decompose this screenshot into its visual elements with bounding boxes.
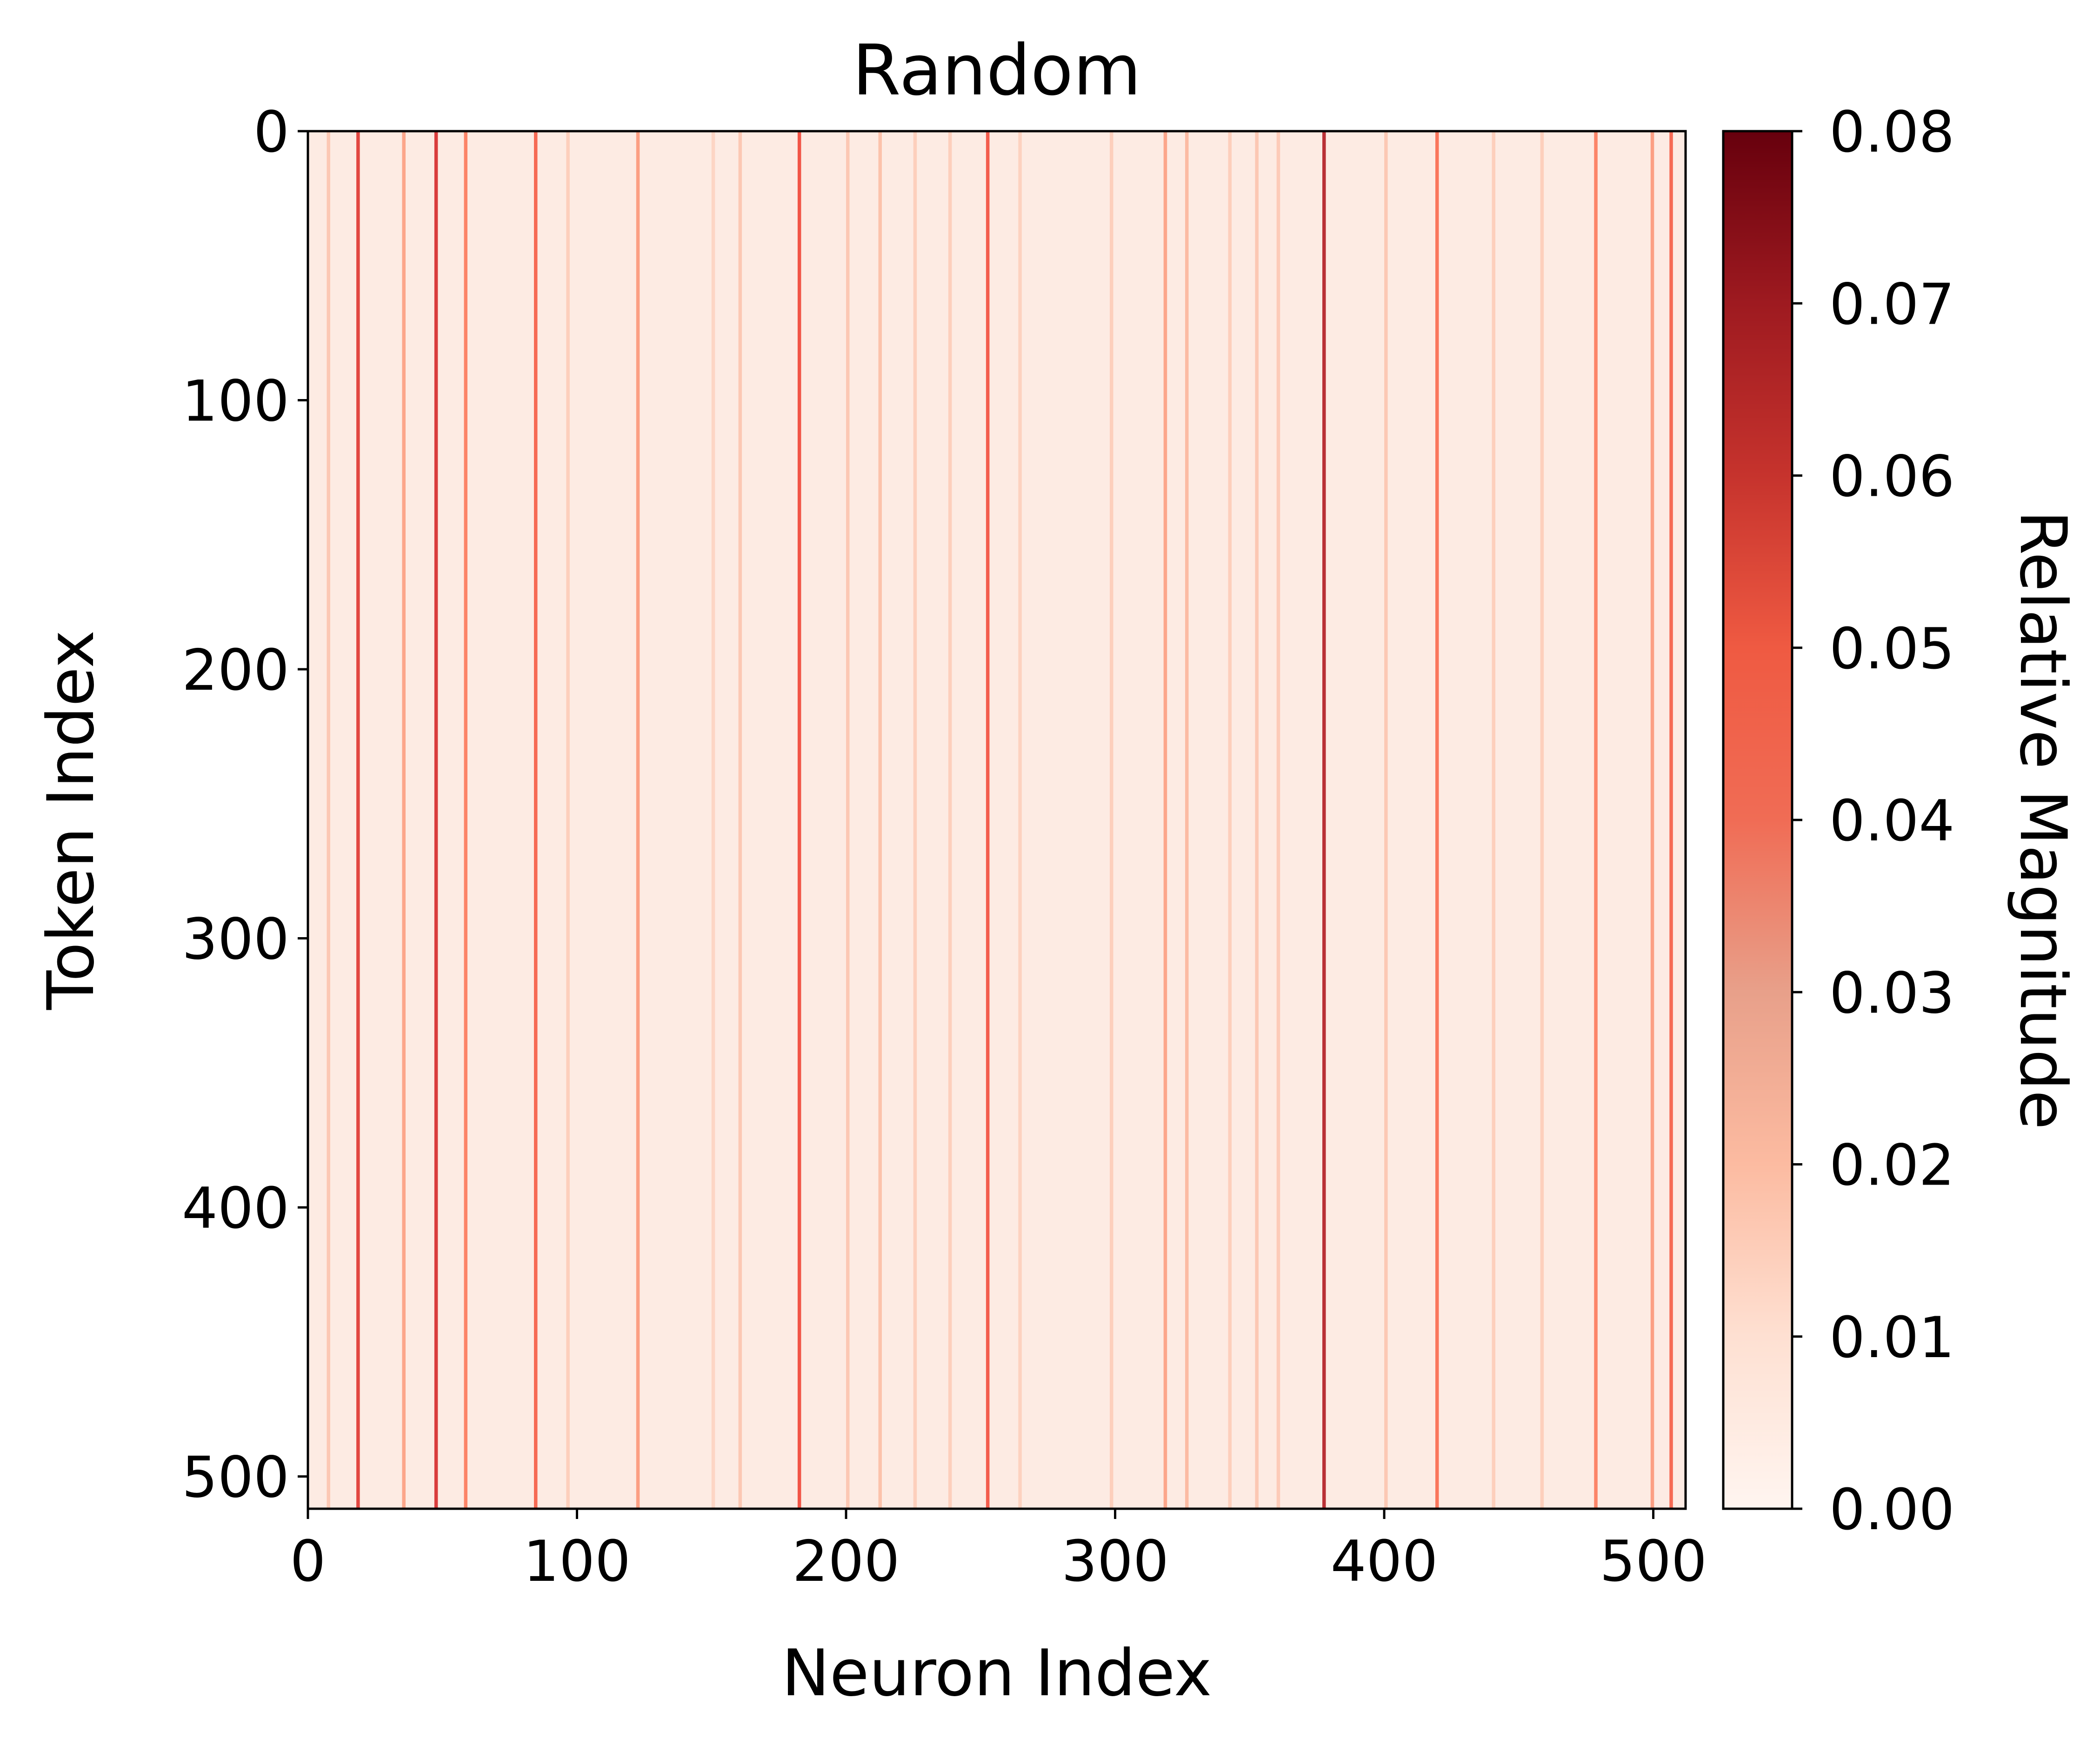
plot-frame (307, 130, 1687, 1510)
heatmap-column-stripe (1540, 131, 1544, 1509)
y-tick-label: 500 (182, 1445, 289, 1511)
heatmap-column-stripe (1276, 131, 1280, 1509)
heatmap-column-stripe (1435, 131, 1439, 1509)
heatmap-column-stripe (1322, 131, 1326, 1509)
y-tick-label: 300 (182, 907, 289, 972)
x-axis-label: Neuron Index (782, 1636, 1212, 1711)
heatmap-column-stripe (356, 131, 360, 1509)
heatmap-column-stripe (1185, 131, 1189, 1509)
heatmap-column-stripe (913, 131, 917, 1509)
heatmap-column-stripe (434, 131, 438, 1509)
colorbar-tick-label: 0.06 (1829, 444, 1954, 510)
heatmap-background (308, 131, 1686, 1509)
y-tick-label: 400 (182, 1176, 289, 1241)
heatmap-column-stripe (948, 131, 952, 1509)
x-tick-label: 200 (793, 1529, 900, 1594)
y-tick-label: 0 (253, 100, 289, 165)
heatmap-column-stripe (1110, 131, 1113, 1509)
heatmap-area (307, 130, 1687, 1510)
heatmap-column-stripe (1669, 131, 1673, 1509)
colorbar: 0.00 0.01 0.02 0.03 0.04 0.05 0.06 0.07 0.08 (1722, 100, 1954, 1543)
heatmap-column-stripe (797, 131, 801, 1509)
colorbar-tick-label: 0.01 (1829, 1305, 1954, 1371)
heatmap-column-stripe (986, 131, 990, 1509)
y-axis-ticks: 0 100 200 300 400 500 (182, 100, 308, 1511)
heatmap-column-stripe (738, 131, 742, 1509)
heatmap-stripes (327, 131, 1673, 1509)
heatmap-column-stripe (846, 131, 850, 1509)
colorbar-label: Relative Magnitude (2006, 510, 2080, 1129)
heatmap-column-stripe (1384, 131, 1388, 1509)
heatmap-column-stripe (878, 131, 882, 1509)
chart-title: Random (852, 30, 1141, 111)
heatmap-column-stripe (464, 131, 467, 1509)
x-tick-label: 100 (523, 1529, 631, 1594)
y-tick-label: 200 (182, 638, 289, 703)
heatmap-column-stripe (711, 131, 715, 1509)
x-tick-label: 300 (1061, 1529, 1169, 1594)
heatmap-column-stripe (636, 131, 640, 1509)
heatmap-column-stripe (327, 131, 330, 1509)
heatmap-column-stripe (402, 131, 406, 1509)
heatmap-column-stripe (1492, 131, 1495, 1509)
colorbar-tick-label: 0.05 (1829, 616, 1954, 682)
heatmap-column-stripe (1255, 131, 1259, 1509)
colorbar-tick-label: 0.08 (1829, 100, 1954, 165)
colorbar-tick-label: 0.00 (1829, 1477, 1954, 1543)
colorbar-gradient (1723, 131, 1792, 1509)
y-tick-label: 100 (182, 369, 289, 434)
heatmap-column-stripe (534, 131, 538, 1509)
colorbar-tick-label: 0.03 (1829, 960, 1954, 1026)
heatmap-column-stripe (1163, 131, 1167, 1509)
heatmap-column-stripe (1228, 131, 1232, 1509)
heatmap-column-stripe (1650, 131, 1654, 1509)
heatmap-column-stripe (1594, 131, 1598, 1509)
x-tick-label: 0 (290, 1529, 326, 1594)
x-tick-label: 400 (1331, 1529, 1438, 1594)
x-tick-label: 500 (1600, 1529, 1707, 1594)
colorbar-tick-label: 0.07 (1829, 272, 1954, 337)
colorbar-tick-label: 0.04 (1829, 788, 1954, 854)
colorbar-ticks: 0.00 0.01 0.02 0.03 0.04 0.05 0.06 0.07 0.08 (1792, 100, 1954, 1543)
heatmap-column-stripe (566, 131, 570, 1509)
colorbar-tick-label: 0.02 (1829, 1133, 1954, 1199)
x-axis-ticks: 0 100 200 300 400 500 (290, 1509, 1707, 1594)
heatmap-column-stripe (1018, 131, 1022, 1509)
y-axis-label: Token Index (33, 630, 108, 1010)
